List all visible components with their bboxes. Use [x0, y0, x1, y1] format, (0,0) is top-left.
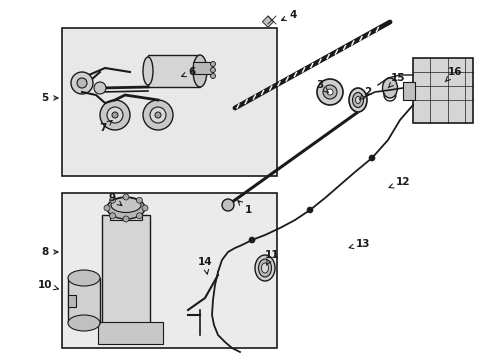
Bar: [402, 82, 414, 100]
Circle shape: [222, 199, 234, 211]
Ellipse shape: [254, 255, 274, 281]
Ellipse shape: [355, 96, 360, 104]
Text: 9: 9: [108, 193, 122, 206]
Text: 6: 6: [181, 67, 195, 77]
Circle shape: [100, 100, 130, 130]
Text: 4: 4: [281, 10, 296, 21]
Text: 16: 16: [445, 67, 461, 82]
Circle shape: [210, 73, 215, 78]
Text: 14: 14: [197, 257, 212, 274]
Ellipse shape: [107, 197, 145, 219]
Ellipse shape: [111, 198, 141, 212]
Text: 2: 2: [359, 87, 371, 100]
Bar: [98, 322, 163, 344]
Circle shape: [155, 112, 161, 118]
Text: 11: 11: [264, 250, 279, 265]
Text: 7: 7: [99, 121, 112, 133]
Ellipse shape: [382, 78, 397, 98]
Ellipse shape: [68, 270, 100, 286]
Circle shape: [109, 213, 115, 219]
Circle shape: [112, 112, 118, 118]
Bar: [102, 215, 150, 327]
Circle shape: [142, 100, 173, 130]
Ellipse shape: [258, 259, 271, 277]
Text: 10: 10: [38, 280, 58, 290]
Ellipse shape: [348, 88, 366, 112]
Bar: [262, 16, 273, 27]
Bar: [62, 193, 276, 348]
Circle shape: [136, 197, 142, 203]
Text: 12: 12: [388, 177, 409, 188]
Circle shape: [107, 107, 123, 123]
Circle shape: [150, 107, 165, 123]
Circle shape: [210, 62, 215, 67]
Circle shape: [368, 155, 374, 161]
Bar: [193, 62, 213, 74]
Text: 5: 5: [41, 93, 58, 103]
Text: 3: 3: [316, 80, 328, 93]
Text: 1: 1: [237, 201, 251, 215]
Text: 8: 8: [41, 247, 58, 257]
Circle shape: [136, 213, 142, 219]
Bar: [68, 278, 100, 323]
Bar: [412, 58, 472, 123]
Circle shape: [326, 89, 332, 95]
Circle shape: [104, 205, 110, 211]
Circle shape: [109, 197, 115, 203]
Text: 15: 15: [387, 73, 405, 88]
Circle shape: [316, 79, 342, 105]
Circle shape: [306, 207, 312, 213]
Bar: [62, 28, 276, 176]
Circle shape: [71, 72, 93, 94]
Circle shape: [77, 78, 87, 88]
Bar: [110, 208, 142, 220]
Ellipse shape: [142, 57, 153, 85]
Circle shape: [142, 205, 148, 211]
Ellipse shape: [261, 263, 268, 273]
Bar: [148, 55, 200, 87]
Bar: [68, 295, 76, 307]
Circle shape: [123, 216, 129, 222]
Circle shape: [94, 82, 106, 94]
Circle shape: [210, 68, 215, 72]
Circle shape: [248, 237, 254, 243]
Circle shape: [323, 85, 336, 99]
Ellipse shape: [193, 55, 206, 87]
Ellipse shape: [68, 315, 100, 331]
Bar: [64, 30, 274, 174]
Text: 13: 13: [348, 239, 369, 249]
Ellipse shape: [352, 93, 363, 108]
Circle shape: [123, 194, 129, 200]
